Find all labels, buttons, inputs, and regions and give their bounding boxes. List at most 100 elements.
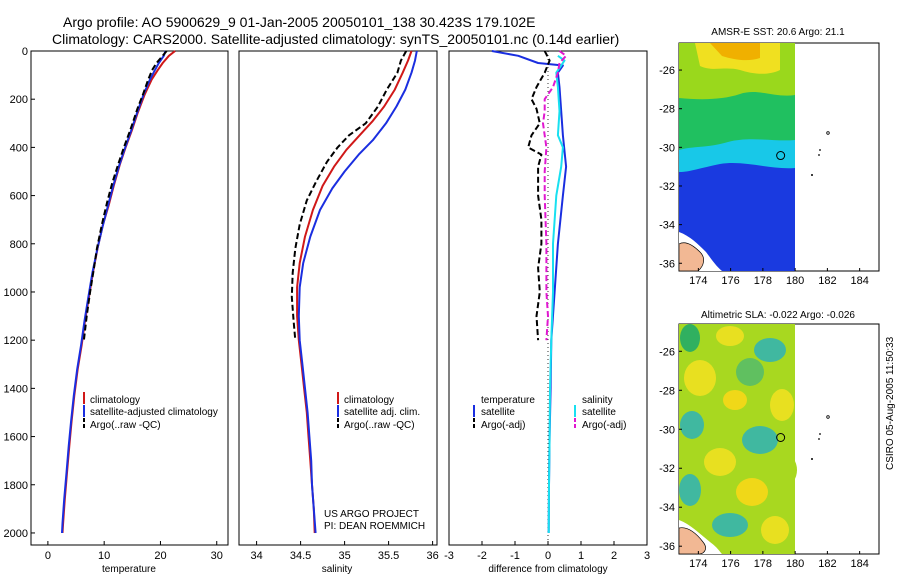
sst-map-lon-tick-label: 178 <box>754 275 772 287</box>
credit-line-1: US ARGO PROJECT <box>324 509 419 520</box>
temperature-series-black <box>82 50 168 341</box>
sst-map-lat-tick-label: -28 <box>659 104 675 116</box>
legend-label-climatology: climatology <box>344 395 394 406</box>
legend-label-argo-raw: Argo(..raw -QC) <box>90 420 161 431</box>
sst-map-lat-tick-label: -36 <box>659 258 675 270</box>
depth-tick-label: 1200 <box>4 335 28 347</box>
timestamp-stamp: CSIRO 05-Aug-2005 11:50:33 <box>885 336 896 470</box>
depth-tick-label: 1600 <box>4 432 28 444</box>
depth-tick-label: 600 <box>10 191 28 203</box>
difference-xtick-label: 3 <box>644 550 650 562</box>
temperature-xlabel: temperature <box>102 564 156 575</box>
depth-tick-label: 800 <box>10 239 28 251</box>
temperature-xtick-label: 30 <box>211 550 223 562</box>
legend-label-climatology: climatology <box>90 395 140 406</box>
sst-map-axes: 174 176 178 180 182 184 -26 -28 -30 -32 -34 -36 <box>659 65 869 287</box>
sla-map-lat-tick-label: -32 <box>659 463 675 475</box>
sla-map-title: Altimetric SLA: -0.022 Argo: -0.026 <box>701 310 855 321</box>
credit-line-2: PI: DEAN ROEMMICH <box>324 521 425 532</box>
header-line-1: Argo profile: AO 5900629_9 01-Jan-2005 2… <box>63 14 536 30</box>
sla-map-lon-tick-label: 174 <box>689 558 707 570</box>
sla-field-blob <box>736 358 764 386</box>
salinity-series-black <box>290 50 408 341</box>
temperature-frame <box>30 50 229 546</box>
difference-frame <box>448 50 648 546</box>
sst-map-lat-tick-label: -32 <box>659 181 675 193</box>
difference-series <box>491 50 568 534</box>
difference-xtick-label: -1 <box>510 550 520 562</box>
sla-field-blob <box>704 448 736 476</box>
legend-label-satellite-adj: satellite adj. clim. <box>344 407 420 418</box>
sla-field-blob <box>742 426 778 454</box>
depth-tick-label: 0 <box>22 46 28 58</box>
temperature-series <box>61 50 176 534</box>
difference-series-magenta <box>542 50 568 341</box>
sst-map-lat-tick-label: -34 <box>659 220 675 232</box>
sst-map-field <box>679 43 830 271</box>
sla-field-blob <box>770 389 794 421</box>
sst-map-lon-tick-label: 184 <box>850 275 868 287</box>
salinity-legend: climatology satellite adj. clim. Argo(..… <box>337 392 420 431</box>
sst-map-lat-tick-label: -26 <box>659 65 675 77</box>
sla-map-lat-tick-label: -28 <box>659 385 675 397</box>
sla-field-blob <box>773 454 797 486</box>
sla-map-lon-tick-label: 178 <box>754 558 772 570</box>
sla-island-d <box>811 458 813 460</box>
difference-xtick-label: 0 <box>545 550 551 562</box>
sla-field-blob <box>680 324 700 352</box>
difference-series-cyan <box>547 54 566 534</box>
salinity-xtick-label: 35.5 <box>378 550 399 562</box>
difference-panel: -3 -2 -1 0 1 2 3 difference from climatology t… <box>444 50 650 575</box>
temperature-xtick-label: 20 <box>154 550 166 562</box>
sla-island-a <box>826 415 830 419</box>
difference-axes: -3 -2 -1 0 1 2 3 <box>444 51 650 562</box>
difference-xtick-label: -3 <box>444 550 454 562</box>
sla-field-blob <box>736 478 768 506</box>
salinity-xtick-label: 35 <box>338 550 350 562</box>
sla-field-blob <box>723 390 747 410</box>
legend-label-sal-argo: Argo(-adj) <box>582 420 626 431</box>
salinity-series-blue <box>297 50 418 534</box>
sla-field-blob <box>712 513 748 537</box>
sst-map-profile-marker <box>776 151 786 161</box>
difference-legend: temperature satellite Argo(-adj) salinit… <box>473 395 626 431</box>
sla-map-lat-tick-label: -34 <box>659 502 675 514</box>
salinity-xtick-label: 36 <box>426 550 438 562</box>
sla-map-lon-tick-label: 176 <box>721 558 739 570</box>
sla-map-axes: 174 176 178 180 182 184 -26 -28 -30 -32 -34 -36 <box>659 346 869 570</box>
sla-map-lat-tick-label: -30 <box>659 424 675 436</box>
sst-coastline-land <box>679 242 704 271</box>
sla-field-blob <box>716 326 744 346</box>
sst-map-panel: AMSR-E SST: 20.6 Argo: 21.1 174 176 178 180… <box>659 27 880 287</box>
sla-field-blob <box>679 474 701 506</box>
legend-label-satellite-adjusted: satellite-adjusted climatology <box>90 407 218 418</box>
sla-field-blob <box>754 338 786 362</box>
temperature-xtick-label: 0 <box>45 550 51 562</box>
sst-map-lon-tick-label: 176 <box>721 275 739 287</box>
sst-island-c <box>818 154 820 156</box>
difference-series-black <box>527 50 551 341</box>
legend-label-argo-raw: Argo(..raw -QC) <box>344 420 415 431</box>
salinity-xlabel: salinity <box>322 564 353 575</box>
header-line-2: Climatology: CARS2000. Satellite-adjuste… <box>52 31 619 47</box>
salinity-series <box>290 50 418 534</box>
sla-map-lat-tick-label: -26 <box>659 346 675 358</box>
temperature-xtick-label: 10 <box>98 550 110 562</box>
sla-island-b <box>819 433 821 435</box>
sla-map-profile-marker <box>776 432 786 442</box>
sst-map-lat-tick-label: -30 <box>659 142 675 154</box>
depth-tick-label: 1000 <box>4 287 28 299</box>
sst-island-a <box>826 131 830 135</box>
salinity-xtick-label: 34 <box>250 550 262 562</box>
temperature-panel: 0 10 20 30 0 200 400 600 800 1000 1200 1400 1600 1800… <box>4 46 229 575</box>
sla-map-lon-tick-label: 182 <box>818 558 836 570</box>
sla-island-c <box>818 438 820 440</box>
depth-tick-label: 400 <box>10 142 28 154</box>
sla-map-lon-tick-label: 180 <box>786 558 804 570</box>
salinity-axes: 34 34.5 35 35.5 36 <box>250 541 439 562</box>
sst-map-lon-tick-label: 180 <box>786 275 804 287</box>
sst-field-orange-patch <box>710 43 760 61</box>
sst-map-lon-tick-label: 182 <box>818 275 836 287</box>
sla-map-lat-tick-label: -36 <box>659 541 675 553</box>
